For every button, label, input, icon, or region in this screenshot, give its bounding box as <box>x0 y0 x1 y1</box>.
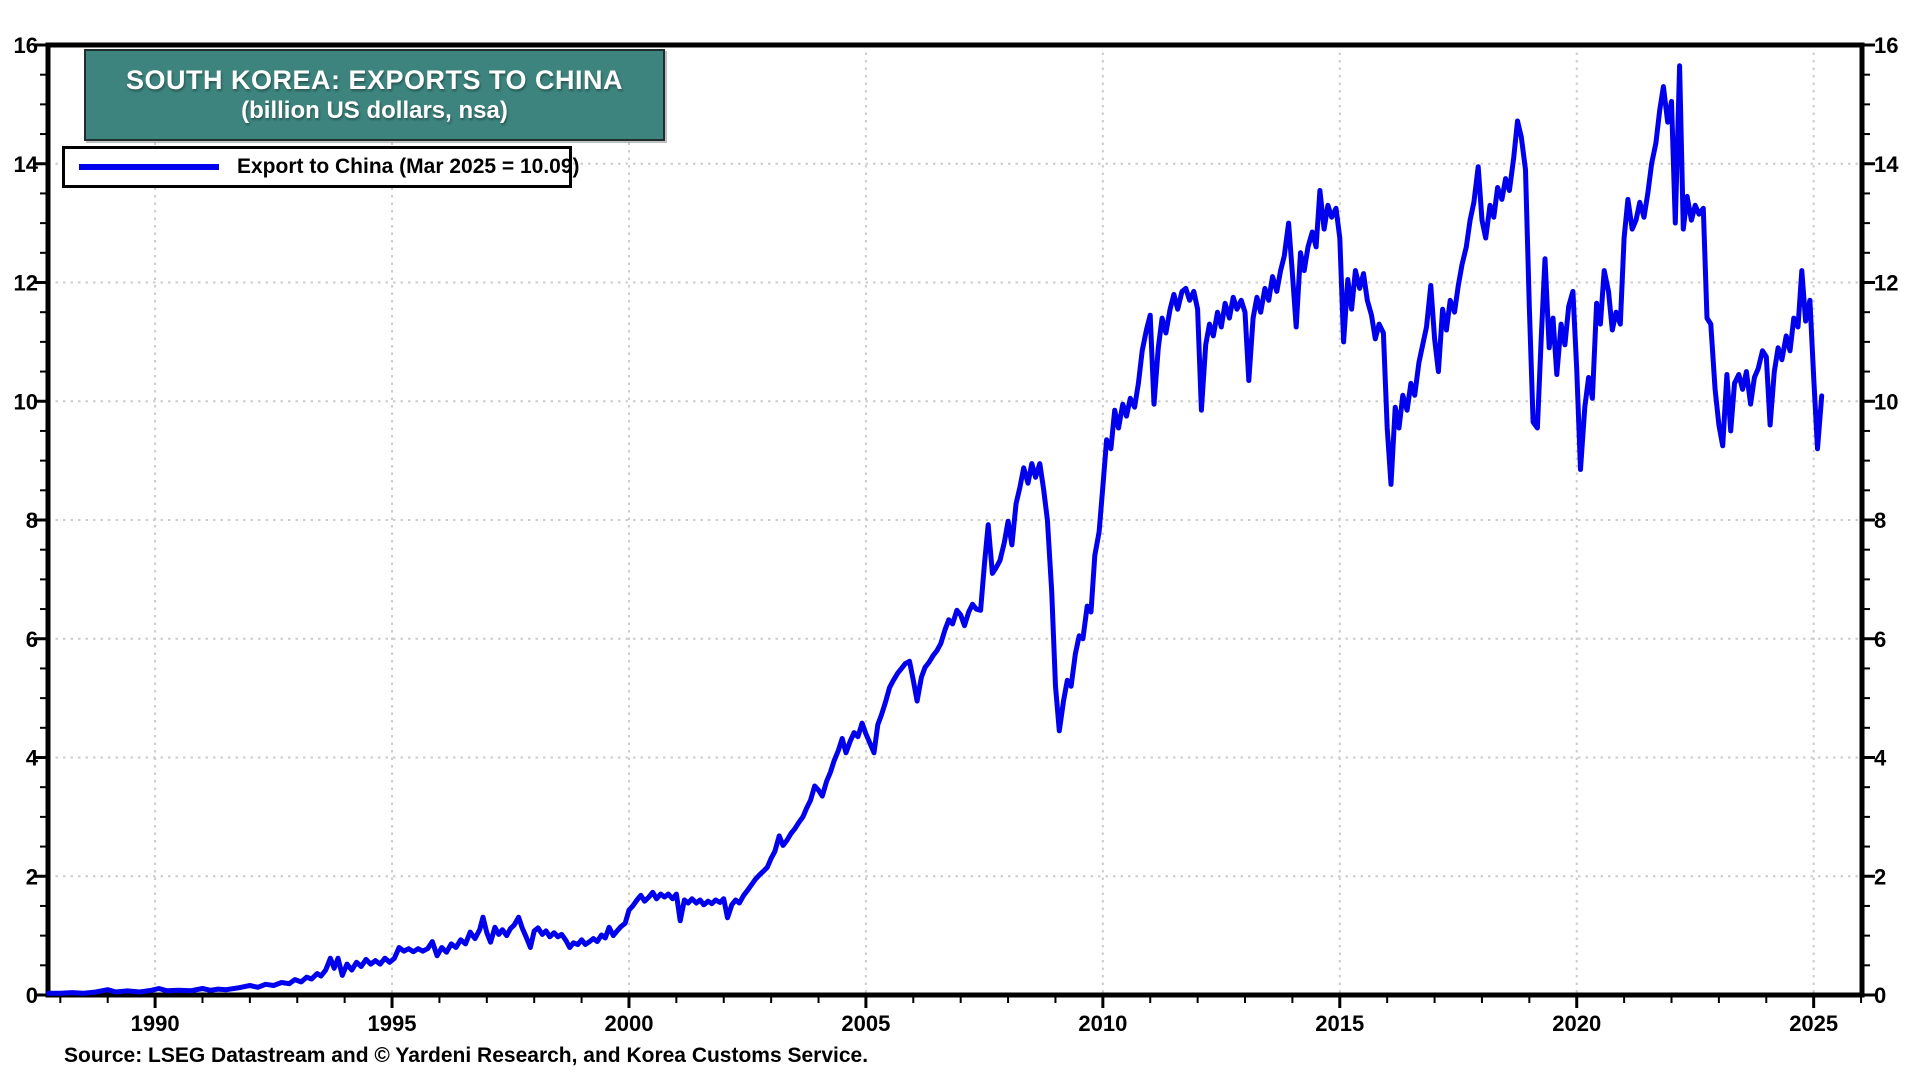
chart-subtitle: (billion US dollars, nsa) <box>241 97 508 125</box>
y-axis-label-left: 2 <box>26 864 38 889</box>
x-axis-label: 1995 <box>368 1011 417 1036</box>
y-axis-label-right: 6 <box>1874 627 1886 652</box>
x-axis-label: 1990 <box>131 1011 180 1036</box>
source-note: Source: LSEG Datastream and © Yardeni Re… <box>64 1044 869 1067</box>
y-axis-label-left: 14 <box>14 152 39 177</box>
y-axis-label-right: 16 <box>1874 33 1898 58</box>
y-axis-label-right: 14 <box>1874 152 1899 177</box>
chart-title: SOUTH KOREA: EXPORTS TO CHINA <box>125 64 624 95</box>
y-axis-label-right: 4 <box>1874 746 1887 771</box>
y-axis-label-right: 0 <box>1874 983 1886 1008</box>
legend-label: Export to China (Mar 2025 = 10.09) <box>237 155 580 178</box>
y-axis-label-left: 6 <box>26 627 38 652</box>
x-axis-label: 2015 <box>1315 1011 1364 1036</box>
y-axis-label-left: 16 <box>14 33 38 58</box>
legend: Export to China (Mar 2025 = 10.09) <box>62 146 580 188</box>
data-line-export-to-china <box>46 63 1825 996</box>
y-axis-label-left: 8 <box>26 508 38 533</box>
legend-line-swatch <box>79 164 219 170</box>
plot-frame <box>45 42 1865 998</box>
x-axis-label: 2005 <box>841 1011 890 1036</box>
y-axis-label-right: 12 <box>1874 271 1898 296</box>
y-axis-label-right: 2 <box>1874 864 1886 889</box>
x-axis-label: 2025 <box>1789 1011 1838 1036</box>
y-axis-label-left: 0 <box>26 983 38 1008</box>
x-axis-label: 2010 <box>1078 1011 1127 1036</box>
chart-title-box: SOUTH KOREA: EXPORTS TO CHINA (billion U… <box>84 49 665 141</box>
y-axis-label-left: 4 <box>26 746 39 771</box>
y-axis-label-right: 8 <box>1874 508 1886 533</box>
x-axis-label: 2000 <box>604 1011 653 1036</box>
y-axis-label-left: 10 <box>14 389 38 414</box>
x-axis-label: 2020 <box>1552 1011 1601 1036</box>
y-axis-label-right: 10 <box>1874 389 1898 414</box>
y-axis-label-left: 12 <box>14 271 38 296</box>
